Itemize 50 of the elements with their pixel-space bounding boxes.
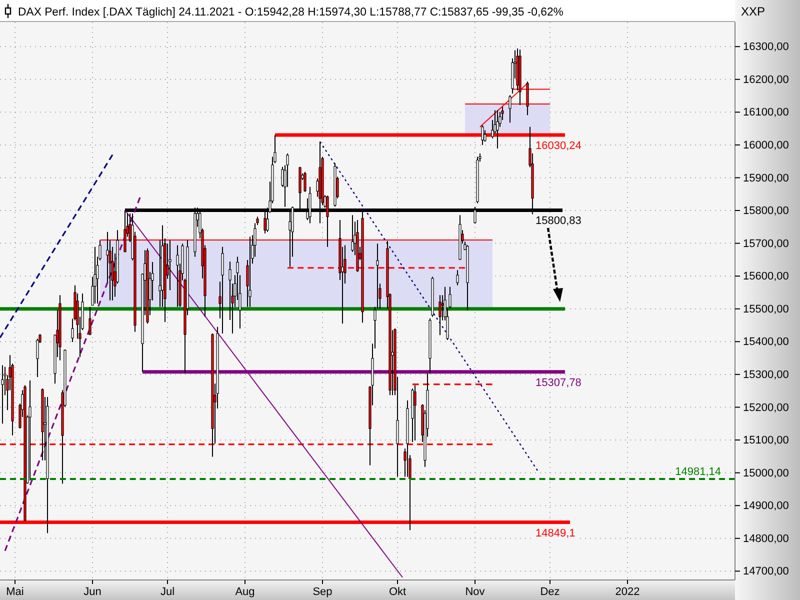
y-tick-label: 15600,00 bbox=[743, 270, 789, 283]
ref-line-label: 14981,14 bbox=[675, 466, 721, 478]
y-tick-label: 15200,00 bbox=[743, 402, 789, 414]
candlestick bbox=[456, 270, 459, 286]
chart-title: DAX Perf. Index [.DAX Täglich] 24.11.2021 - O:15942,28 H:15974,30 L:15788,77 C:15837,65 -99,35 -0,62% bbox=[18, 6, 564, 18]
x-tick-label: 2022 bbox=[615, 586, 640, 598]
y-tick-label: 16000,00 bbox=[743, 139, 789, 152]
y-tick-label: 15100,00 bbox=[743, 434, 789, 447]
candlestick bbox=[28, 380, 32, 481]
x-tick-label: Sep bbox=[312, 586, 332, 598]
candlestick bbox=[248, 236, 252, 308]
candlestick bbox=[221, 246, 224, 334]
y-tick-label: 16300,00 bbox=[743, 41, 789, 54]
data-label: 15800,83 bbox=[536, 215, 582, 228]
data-label: 14849,1 bbox=[536, 527, 576, 540]
y-tick-label: 15900,00 bbox=[743, 172, 789, 184]
candlestick bbox=[448, 286, 452, 310]
x-tick-label: Dez bbox=[540, 586, 560, 598]
x-tick-label: Jul bbox=[160, 586, 175, 598]
candlestick bbox=[168, 240, 172, 291]
candlestick bbox=[88, 306, 92, 336]
candlestick bbox=[304, 171, 306, 192]
y-tick-label: 15500,00 bbox=[743, 303, 789, 316]
x-tick-label: Nov bbox=[465, 586, 486, 598]
y-tick-label: 14800,00 bbox=[743, 532, 789, 545]
data-label: 16030,24 bbox=[536, 140, 582, 152]
y-axis-title: XXP bbox=[741, 4, 766, 18]
x-tick-label: Mai bbox=[6, 586, 24, 598]
x-tick-label: Jun bbox=[84, 586, 102, 598]
data-label: 15307,78 bbox=[536, 376, 582, 389]
y-tick-label: 16200,00 bbox=[743, 74, 789, 86]
y-tick-label: 15300,00 bbox=[743, 368, 789, 381]
y-tick-label: 15000,00 bbox=[743, 467, 789, 480]
y-tick-label: 15700,00 bbox=[743, 238, 789, 250]
y-tick-label: 15400,00 bbox=[743, 336, 789, 348]
y-tick-label: 14900,00 bbox=[743, 500, 789, 512]
candlestick bbox=[508, 94, 512, 124]
y-tick-label: 16100,00 bbox=[743, 106, 789, 119]
candlestick bbox=[484, 130, 486, 142]
x-tick-label: Okt bbox=[388, 586, 406, 598]
candlestick bbox=[36, 338, 39, 378]
candlestick bbox=[496, 110, 499, 150]
x-tick-label: Aug bbox=[235, 586, 255, 598]
candlestick bbox=[481, 124, 484, 146]
candlestick bbox=[351, 214, 354, 252]
candlestick bbox=[438, 294, 442, 336]
y-tick-label: 15800,00 bbox=[743, 205, 789, 218]
candlestick bbox=[94, 246, 96, 304]
y-tick-label: 14700,00 bbox=[743, 566, 789, 578]
candlestick bbox=[176, 244, 179, 308]
